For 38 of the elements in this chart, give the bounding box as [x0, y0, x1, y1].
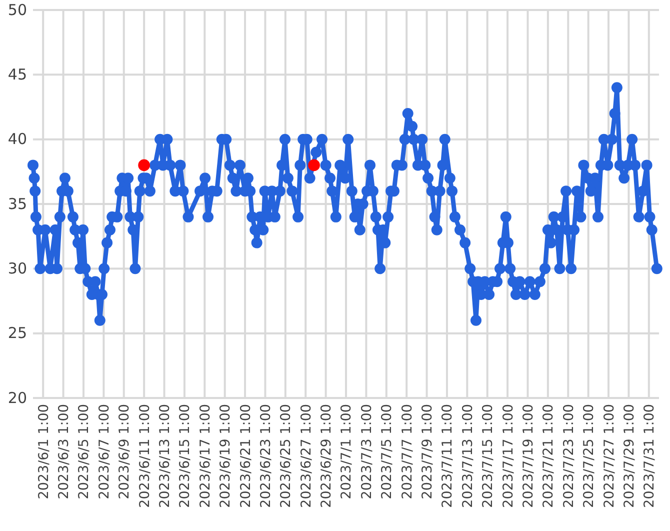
x-tick-label: 2023/6/25 1:00	[278, 404, 294, 508]
x-tick-label: 2023/7/11 1:00	[440, 404, 456, 508]
y-tick-label: 35	[8, 194, 27, 213]
x-tick-label: 2023/7/7 1:00	[399, 404, 416, 500]
x-tick-label: 2023/6/3 1:00	[56, 404, 72, 500]
x-tick-label: 2023/6/27 1:00	[298, 404, 314, 508]
x-tick-label: 2023/6/11 1:00	[136, 404, 153, 508]
x-tick-label: 2023/6/5 1:00	[76, 404, 92, 500]
x-tick-label: 2023/7/25 1:00	[581, 404, 598, 508]
x-tick-label: 2023/7/5 1:00	[379, 404, 396, 500]
x-tick-label: 2023/7/13 1:00	[460, 404, 476, 508]
x-tick-label: 2023/7/3 1:00	[358, 404, 375, 500]
y-tick-label: 50	[8, 0, 27, 19]
x-tick-label: 2023/6/13 1:00	[156, 404, 173, 508]
y-tick-label: 25	[8, 324, 27, 342]
x-tick-label: 2023/7/17 1:00	[500, 404, 516, 508]
y-tick-label: 40	[8, 130, 27, 148]
x-tick-label: 2023/6/21 1:00	[238, 404, 254, 508]
y-tick-label: 20	[8, 388, 27, 407]
x-tick-label: 2023/7/1 1:00	[338, 404, 355, 500]
x-tick-label: 2023/6/23 1:00	[258, 404, 274, 508]
x-tick-label: 2023/6/9 1:00	[116, 404, 133, 500]
x-tick-label: 2023/6/15 1:00	[177, 404, 194, 508]
x-tick-label: 2023/7/15 1:00	[480, 404, 496, 508]
x-tick-label: 2023/7/21 1:00	[540, 404, 557, 508]
y-tick-label: 45	[8, 65, 27, 84]
x-tick-label: 2023/6/7 1:00	[96, 404, 112, 500]
x-tick-label: 2023/7/29 1:00	[621, 404, 638, 508]
x-tick-label: 2023/6/17 1:00	[197, 404, 214, 508]
x-tick-label: 2023/6/29 1:00	[318, 404, 335, 508]
x-tick-label: 2023/7/27 1:00	[601, 404, 618, 508]
x-tick-label: 2023/7/31 1:00	[642, 404, 658, 508]
x-tick-label: 2023/6/19 1:00	[218, 404, 234, 508]
y-tick-label: 30	[8, 259, 27, 278]
x-tick-label: 2023/7/19 1:00	[520, 404, 536, 508]
x-tick-label: 2023/7/9 1:00	[420, 404, 436, 500]
x-tick-label: 2023/7/23 1:00	[560, 404, 577, 508]
x-tick-label: 2023/6/1 1:00	[36, 404, 52, 500]
